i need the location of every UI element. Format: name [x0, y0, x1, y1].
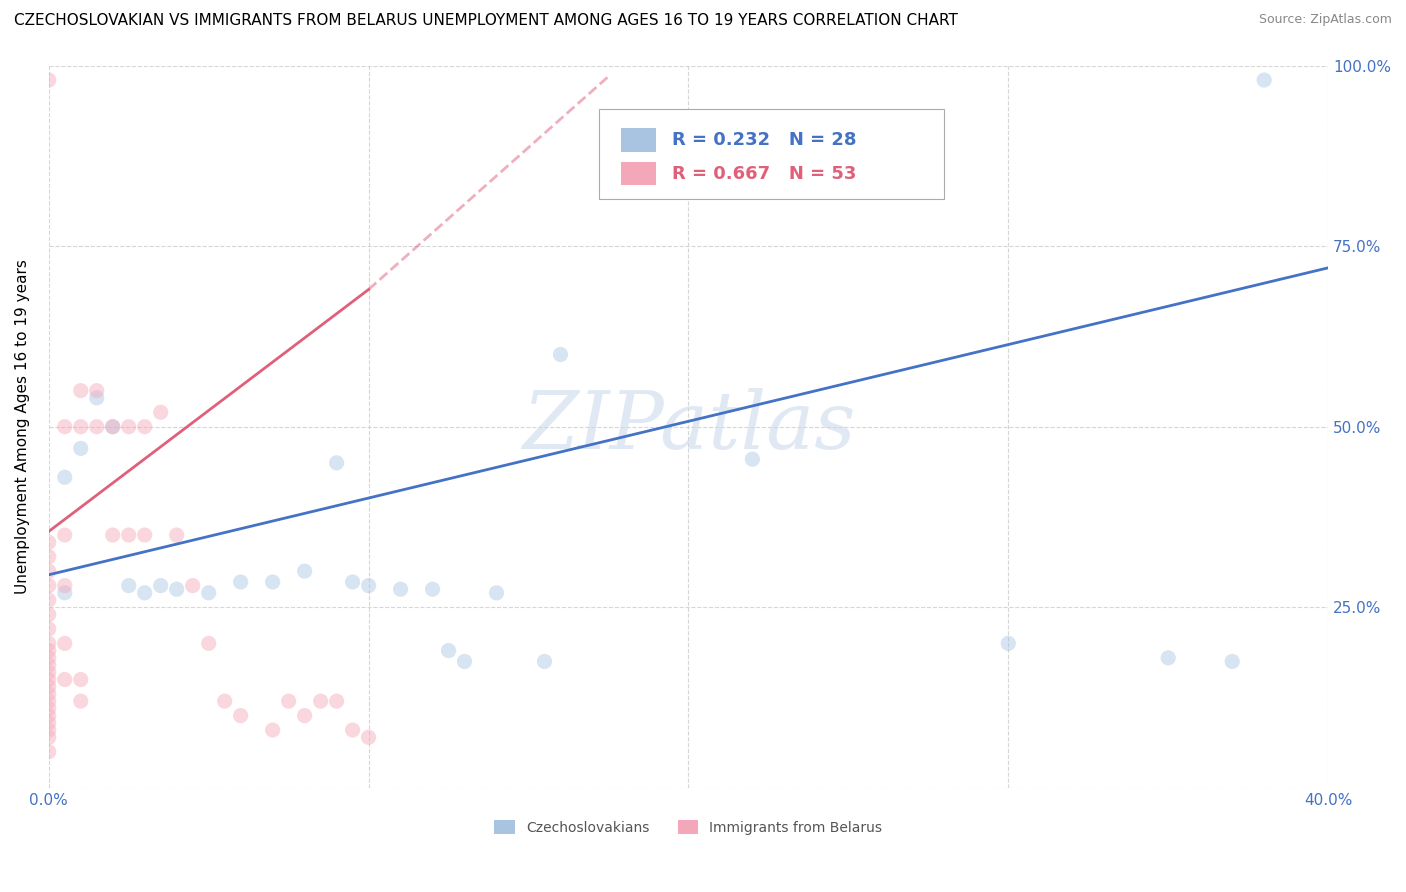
Point	[134, 528, 156, 542]
Point	[69, 673, 91, 687]
Point	[741, 452, 763, 467]
Point	[357, 579, 380, 593]
Point	[53, 586, 76, 600]
Point	[38, 607, 60, 622]
Point	[181, 579, 204, 593]
Point	[38, 593, 60, 607]
Point	[277, 694, 299, 708]
Point	[38, 549, 60, 564]
Point	[149, 405, 172, 419]
Text: CZECHOSLOVAKIAN VS IMMIGRANTS FROM BELARUS UNEMPLOYMENT AMONG AGES 16 TO 19 YEAR: CZECHOSLOVAKIAN VS IMMIGRANTS FROM BELAR…	[14, 13, 957, 29]
Point	[53, 636, 76, 650]
Point	[997, 636, 1019, 650]
Point	[118, 419, 141, 434]
Point	[342, 723, 364, 737]
Point	[101, 528, 124, 542]
Y-axis label: Unemployment Among Ages 16 to 19 years: Unemployment Among Ages 16 to 19 years	[15, 260, 30, 594]
Point	[1253, 73, 1275, 87]
Point	[38, 708, 60, 723]
Point	[294, 564, 316, 578]
Point	[229, 574, 252, 589]
Point	[38, 564, 60, 578]
Point	[166, 528, 188, 542]
Point	[69, 694, 91, 708]
Point	[38, 636, 60, 650]
FancyBboxPatch shape	[599, 109, 945, 199]
Text: ZIPatlas: ZIPatlas	[522, 388, 855, 466]
Point	[533, 655, 555, 669]
Point	[38, 715, 60, 730]
Point	[53, 470, 76, 484]
Point	[325, 694, 347, 708]
Text: R = 0.232   N = 28: R = 0.232 N = 28	[672, 131, 856, 149]
Point	[86, 391, 108, 405]
Point	[309, 694, 332, 708]
Point	[38, 622, 60, 636]
Point	[69, 419, 91, 434]
Text: R = 0.667   N = 53: R = 0.667 N = 53	[672, 165, 856, 183]
Point	[294, 708, 316, 723]
Point	[453, 655, 475, 669]
Point	[38, 643, 60, 657]
Point	[38, 535, 60, 549]
Point	[38, 745, 60, 759]
Point	[86, 419, 108, 434]
Point	[38, 731, 60, 745]
Point	[38, 701, 60, 715]
Point	[214, 694, 236, 708]
Point	[38, 687, 60, 701]
Point	[134, 586, 156, 600]
Point	[101, 419, 124, 434]
Point	[149, 579, 172, 593]
Point	[38, 680, 60, 694]
Point	[69, 384, 91, 398]
Point	[53, 673, 76, 687]
Point	[229, 708, 252, 723]
Point	[1157, 650, 1180, 665]
Point	[197, 586, 219, 600]
Point	[422, 582, 444, 597]
Point	[38, 694, 60, 708]
Point	[1220, 655, 1243, 669]
Point	[342, 574, 364, 589]
Point	[357, 731, 380, 745]
Point	[53, 579, 76, 593]
Point	[166, 582, 188, 597]
Point	[53, 528, 76, 542]
Point	[437, 643, 460, 657]
Point	[86, 384, 108, 398]
Point	[38, 658, 60, 673]
Point	[69, 442, 91, 456]
Point	[389, 582, 412, 597]
FancyBboxPatch shape	[620, 128, 657, 152]
Point	[53, 419, 76, 434]
Point	[325, 456, 347, 470]
Point	[101, 419, 124, 434]
Point	[262, 574, 284, 589]
Point	[38, 650, 60, 665]
Point	[134, 419, 156, 434]
Point	[38, 579, 60, 593]
Legend: Czechoslovakians, Immigrants from Belarus: Czechoslovakians, Immigrants from Belaru…	[495, 821, 883, 835]
Point	[38, 673, 60, 687]
Point	[118, 579, 141, 593]
Point	[485, 586, 508, 600]
Point	[38, 723, 60, 737]
Point	[118, 528, 141, 542]
Point	[550, 347, 572, 361]
Point	[38, 73, 60, 87]
Text: Source: ZipAtlas.com: Source: ZipAtlas.com	[1258, 13, 1392, 27]
Point	[38, 665, 60, 680]
Point	[197, 636, 219, 650]
FancyBboxPatch shape	[620, 162, 657, 186]
Point	[262, 723, 284, 737]
